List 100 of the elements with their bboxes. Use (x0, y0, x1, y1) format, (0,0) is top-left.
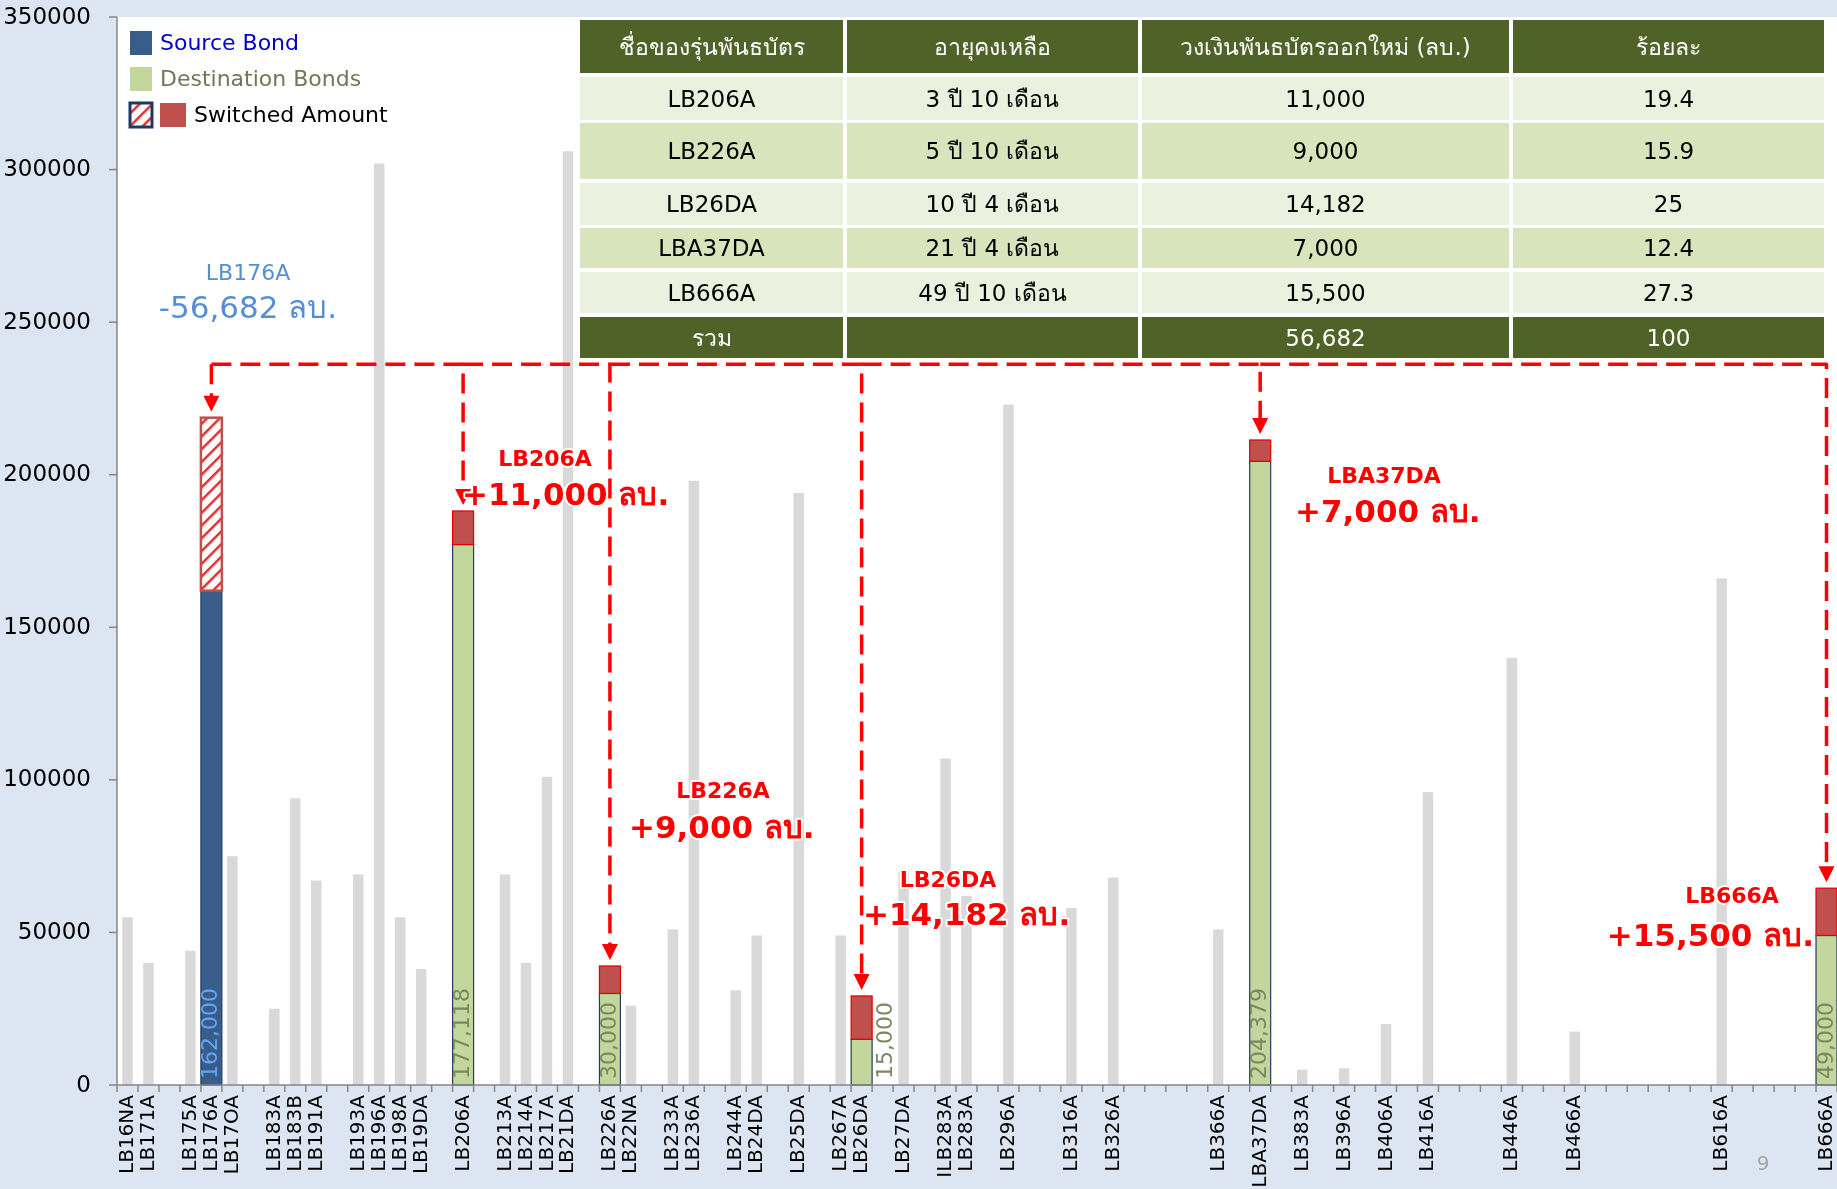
x-tick-label: LB416A (1414, 1094, 1439, 1172)
bar (415, 969, 427, 1085)
data-label: 204,379 (1246, 988, 1272, 1079)
bar (290, 798, 301, 1085)
bar (1249, 460, 1272, 1086)
annotation: 14,182 (1285, 191, 1366, 217)
x-tick-label: LB316A (1057, 1094, 1082, 1172)
annotation: 27.3 (1642, 279, 1695, 306)
annotation: +11,000 ลบ. (462, 476, 670, 512)
bar (1380, 1023, 1392, 1085)
annotation: 19.4 (1642, 85, 1695, 112)
bar (200, 590, 223, 1086)
annotation: +9,000 ลบ. (629, 809, 815, 845)
data-label: 15,000 (872, 1002, 898, 1079)
annotation: 5 ปี 10 เดือน (925, 138, 1060, 164)
bar (499, 874, 511, 1085)
annotation: LB176A (205, 260, 291, 285)
bar (520, 962, 532, 1085)
annotation: 21 ปี 4 เดือน (925, 235, 1060, 261)
bar (199, 416, 224, 592)
x-tick-label: LB396A (1330, 1094, 1355, 1172)
annotation: ชื่อของรุ่นพันธบัตร (618, 30, 805, 61)
bar (122, 917, 133, 1085)
text: 9 (1756, 1151, 1770, 1175)
bar (730, 990, 742, 1085)
bar (1249, 439, 1272, 462)
x-tick-label: LB406A (1372, 1094, 1397, 1172)
legend-label: Source Bond (160, 30, 300, 55)
annotation: 15.9 (1642, 138, 1695, 164)
data-label: 30,000 (595, 1002, 621, 1079)
x-tick-label: LB27DA (890, 1094, 915, 1175)
data-label: 162,000 (197, 988, 223, 1079)
bar (1108, 877, 1119, 1085)
legend-label: Switched Amount (194, 102, 389, 127)
x-tick-label: LBA37DA (1246, 1094, 1271, 1188)
x-tick-label: LB466A (1561, 1094, 1586, 1172)
bar (850, 1038, 873, 1086)
y-tick-label: 100000 (3, 765, 91, 792)
annotation: LB206A (667, 85, 756, 112)
y-tick-label: 300000 (3, 155, 91, 182)
annotation: 12.4 (1642, 235, 1695, 261)
annotation: 10 ปี 4 เดือน (925, 191, 1060, 217)
bar (352, 874, 364, 1085)
bar (452, 543, 475, 1086)
bar (1066, 908, 1077, 1085)
annotation: 11,000 (1285, 85, 1366, 112)
data-label: 49,000 (1812, 1002, 1837, 1079)
annotation: LBA37DA (658, 235, 766, 261)
bar (1815, 887, 1837, 937)
annotation: 49 ปี 10 เดือน (918, 279, 1067, 306)
bar (143, 962, 154, 1085)
y-tick-label: 50000 (17, 917, 91, 944)
bar (541, 776, 553, 1085)
y-tick-label: 200000 (3, 460, 91, 487)
bar (185, 950, 196, 1085)
x-tick-label: LB25DA (785, 1094, 810, 1175)
x-tick-label: LB446A (1498, 1094, 1523, 1172)
annotation: LB226A (676, 778, 770, 803)
annotation: +14,182 ลบ. (863, 896, 1071, 932)
bar (598, 965, 622, 995)
bar (1506, 657, 1518, 1085)
legend-label: Destination Bonds (160, 66, 362, 91)
annotation: 3 ปี 10 เดือน (925, 85, 1060, 112)
bar (452, 510, 475, 546)
annotation: -56,682 ลบ. (158, 289, 338, 325)
bar (394, 917, 406, 1085)
x-tick-label: LB326A (1099, 1094, 1124, 1172)
annotation: 9,000 (1292, 138, 1359, 164)
bar (269, 1008, 280, 1085)
annotation: LB666A (1685, 883, 1779, 908)
bar (1569, 1031, 1581, 1085)
data-label: 177,118 (449, 988, 475, 1079)
annotation: +15,500 ลบ. (1606, 917, 1814, 953)
x-tick-label: LB366A (1204, 1094, 1229, 1172)
y-tick-label: 0 (76, 1070, 91, 1097)
bar (1212, 929, 1224, 1085)
y-tick-label: 150000 (3, 612, 91, 639)
y-tick-label: 350000 (3, 2, 91, 29)
annotation: 7,000 (1292, 235, 1359, 261)
annotation: 100 (1646, 324, 1691, 351)
bar (625, 1005, 637, 1085)
bar (311, 880, 322, 1085)
annotation: 15,500 (1285, 279, 1366, 306)
bar (1422, 792, 1434, 1085)
annotation: LBA37DA (1327, 463, 1441, 488)
bar (751, 935, 762, 1085)
annotation: LB26DA (666, 191, 758, 217)
annotation: อายุคงเหลือ (934, 33, 1051, 61)
annotation: 56,682 (1285, 324, 1366, 351)
annotation: 25 (1653, 191, 1684, 217)
y-tick-label: 250000 (3, 307, 91, 334)
x-tick-label: LB616A (1708, 1094, 1733, 1172)
bar (835, 935, 846, 1085)
annotation: LB226A (667, 138, 756, 164)
x-tick-label: LB383A (1288, 1094, 1313, 1172)
bar (227, 856, 238, 1085)
x-tick-label: LB666A (1813, 1094, 1837, 1172)
annotation: LB206A (498, 446, 592, 471)
annotation: +7,000 ลบ. (1295, 493, 1481, 529)
annotation: วงเงินพันธบัตรออกใหม่ (ลบ.) (1180, 33, 1471, 60)
